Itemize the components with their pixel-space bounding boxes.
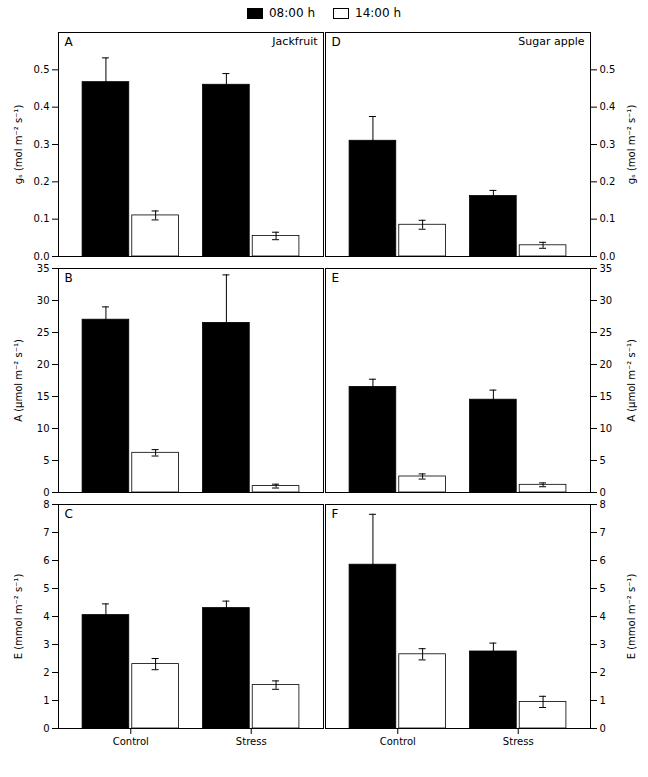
svg-text:0.2: 0.2 (34, 176, 50, 187)
svg-text:0: 0 (43, 723, 49, 734)
svg-text:Jackfruit: Jackfruit (271, 35, 318, 48)
svg-text:2: 2 (43, 667, 49, 678)
svg-text:1: 1 (43, 695, 49, 706)
svg-text:gₛ (mol m⁻² s⁻¹): gₛ (mol m⁻² s⁻¹) (13, 105, 24, 185)
svg-text:C: C (65, 507, 73, 521)
svg-text:Control: Control (380, 736, 416, 747)
svg-text:0: 0 (600, 723, 606, 734)
svg-text:A: A (65, 35, 74, 49)
svg-text:F: F (332, 507, 339, 521)
svg-text:7: 7 (43, 527, 49, 538)
svg-text:5: 5 (43, 583, 49, 594)
svg-text:8: 8 (600, 499, 606, 510)
svg-text:0.5: 0.5 (34, 64, 50, 75)
svg-text:8: 8 (43, 499, 49, 510)
svg-text:Control: Control (113, 736, 149, 747)
svg-text:0.3: 0.3 (600, 139, 616, 150)
svg-text:0.3: 0.3 (34, 139, 50, 150)
svg-text:20: 20 (600, 359, 613, 370)
svg-text:0: 0 (600, 487, 606, 498)
svg-text:6: 6 (600, 555, 606, 566)
svg-text:5: 5 (600, 583, 606, 594)
svg-text:0.0: 0.0 (600, 251, 616, 262)
svg-text:20: 20 (37, 359, 50, 370)
svg-text:35: 35 (600, 263, 613, 274)
svg-text:6: 6 (43, 555, 49, 566)
svg-text:1: 1 (600, 695, 606, 706)
svg-text:A (μmol m⁻² s⁻¹): A (μmol m⁻² s⁻¹) (626, 339, 637, 422)
svg-text:30: 30 (600, 295, 613, 306)
svg-text:4: 4 (43, 611, 49, 622)
svg-text:0.1: 0.1 (600, 213, 616, 224)
svg-text:0: 0 (43, 487, 49, 498)
svg-text:Sugar apple: Sugar apple (518, 35, 584, 48)
svg-text:10: 10 (37, 423, 50, 434)
svg-text:A (μmol m⁻² s⁻¹): A (μmol m⁻² s⁻¹) (13, 339, 24, 422)
svg-text:4: 4 (600, 611, 606, 622)
html-text:08:00 h: 08:00 h (269, 6, 315, 20)
html-text:14:00 h: 14:00 h (355, 6, 401, 20)
svg-text:10: 10 (600, 423, 613, 434)
svg-text:Stress: Stress (236, 736, 267, 747)
svg-text:gₛ (mol m⁻² s⁻¹): gₛ (mol m⁻² s⁻¹) (626, 105, 637, 185)
svg-text:15: 15 (600, 391, 613, 402)
svg-text:0.0: 0.0 (34, 251, 50, 262)
svg-text:Stress: Stress (503, 736, 534, 747)
svg-text:3: 3 (600, 639, 606, 650)
svg-text:25: 25 (600, 327, 613, 338)
svg-text:E: E (332, 271, 340, 285)
svg-text:E (mmol m⁻² s⁻¹): E (mmol m⁻² s⁻¹) (626, 574, 637, 660)
svg-text:D: D (332, 35, 341, 49)
svg-text:30: 30 (37, 295, 50, 306)
svg-text:2: 2 (600, 667, 606, 678)
svg-text:0.1: 0.1 (34, 213, 50, 224)
svg-text:25: 25 (37, 327, 50, 338)
svg-text:5: 5 (43, 455, 49, 466)
svg-text:E (mmol m⁻² s⁻¹): E (mmol m⁻² s⁻¹) (13, 574, 24, 660)
svg-text:0.4: 0.4 (34, 101, 50, 112)
svg-text:5: 5 (600, 455, 606, 466)
svg-text:0.4: 0.4 (600, 101, 616, 112)
svg-text:0.2: 0.2 (600, 176, 616, 187)
svg-text:15: 15 (37, 391, 50, 402)
svg-text:3: 3 (43, 639, 49, 650)
svg-text:7: 7 (600, 527, 606, 538)
svg-text:35: 35 (37, 263, 50, 274)
svg-text:B: B (65, 271, 73, 285)
svg-text:0.5: 0.5 (600, 64, 616, 75)
